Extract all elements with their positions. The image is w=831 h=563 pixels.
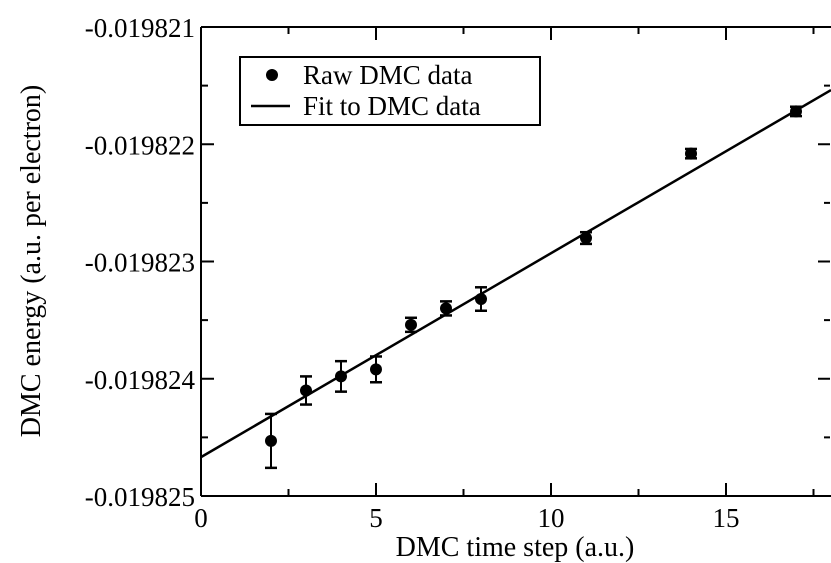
- data-point: [300, 375, 312, 406]
- y-axis-ticks: -0.019825 -0.019824 -0.019823 -0.019822 -0.0…: [85, 13, 830, 512]
- data-point: [475, 286, 487, 312]
- y-tick-label: -0.019822: [85, 130, 195, 160]
- data-point: [580, 230, 592, 246]
- point-marker: [580, 232, 592, 245]
- point-marker: [440, 302, 452, 315]
- point-marker: [265, 434, 277, 447]
- raw-series: [265, 105, 802, 470]
- data-point: [265, 412, 277, 470]
- x-axis-label: DMC time step (a.u.): [396, 532, 635, 563]
- data-point: [440, 300, 452, 317]
- data-point: [405, 316, 417, 334]
- x-tick-label: 0: [194, 503, 208, 533]
- legend-label: Fit to DMC data: [303, 91, 481, 121]
- data-point: [685, 147, 697, 160]
- y-axis-label: DMC energy (a.u. per electron): [16, 85, 47, 437]
- point-marker: [790, 105, 802, 118]
- point-marker: [335, 370, 347, 383]
- y-tick-label: -0.019823: [85, 248, 195, 278]
- point-marker: [300, 384, 312, 397]
- fit-line: [200, 89, 831, 459]
- data-point: [370, 355, 382, 384]
- point-marker: [405, 318, 417, 331]
- x-tick-label: 15: [713, 503, 740, 533]
- x-tick-label: 5: [369, 503, 383, 533]
- point-marker: [370, 363, 382, 376]
- y-tick-label: -0.019825: [85, 482, 195, 512]
- data-point: [790, 105, 802, 118]
- point-marker: [685, 147, 697, 160]
- legend-box: [239, 56, 541, 126]
- point-marker: [475, 293, 487, 306]
- y-tick-label: -0.019821: [85, 13, 195, 43]
- legend-marker: [266, 69, 278, 81]
- y-tick-label: -0.019824: [85, 365, 196, 395]
- data-point: [335, 359, 347, 393]
- legend-label: Raw DMC data: [303, 60, 472, 90]
- x-axis-ticks: 0 5 10 15: [194, 27, 815, 533]
- x-tick-label: 10: [538, 503, 565, 533]
- fit-series: [200, 89, 831, 459]
